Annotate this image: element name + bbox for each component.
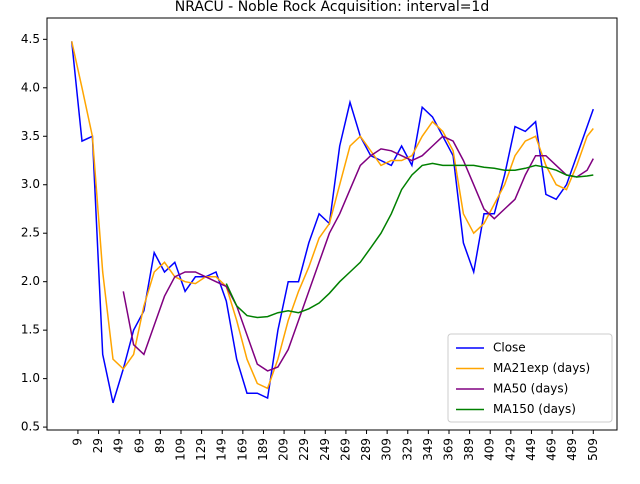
x-tick-label: 509	[586, 438, 600, 461]
y-tick-label: 3.0	[21, 177, 40, 191]
y-tick-label: 0.5	[21, 420, 40, 434]
x-tick-label: 349	[421, 438, 435, 461]
x-tick-label: 289	[359, 438, 373, 461]
x-tick-label: 109	[173, 438, 187, 461]
x-tick-label: 249	[318, 438, 332, 461]
x-tick-label: 129	[194, 438, 208, 461]
chart-title: NRACU - Noble Rock Acquisition: interval…	[175, 0, 489, 15]
series-line	[225, 162, 594, 319]
plot-frame	[46, 17, 618, 431]
x-tick-label: 489	[565, 438, 579, 461]
y-tick-label: 1.0	[21, 371, 40, 385]
x-tick-label: 169	[235, 438, 249, 461]
legend-label: Close	[493, 341, 526, 355]
y-tick-label: 1.5	[21, 323, 40, 337]
series-line	[70, 41, 595, 404]
legend-label: MA50 (days)	[493, 382, 568, 396]
x-tick-label: 29	[91, 438, 105, 453]
x-tick-label: 469	[545, 438, 559, 461]
y-tick-label: 2.5	[21, 226, 40, 240]
y-tick-label: 2.0	[21, 274, 40, 288]
x-tick-label: 49	[112, 438, 126, 453]
legend-label: MA21exp (days)	[493, 361, 590, 375]
x-tick-label: 209	[277, 438, 291, 461]
x-tick-label: 69	[132, 438, 146, 453]
y-tick-label: 4.0	[21, 80, 40, 94]
x-tick-label: 309	[380, 438, 394, 461]
x-tick-label: 389	[462, 438, 476, 461]
x-tick-label: 89	[153, 438, 167, 453]
legend-label: MA150 (days)	[493, 402, 576, 416]
x-tick-label: 269	[338, 438, 352, 461]
x-tick-label: 449	[524, 438, 538, 461]
x-tick-label: 329	[400, 438, 414, 461]
x-tick-label: 9	[70, 438, 84, 446]
y-tick-label: 3.5	[21, 129, 40, 143]
x-tick-label: 229	[297, 438, 311, 461]
x-tick-label: 429	[503, 438, 517, 461]
legend-box	[447, 333, 613, 423]
x-tick-label: 189	[256, 438, 270, 461]
y-tick-label: 4.5	[21, 32, 40, 46]
x-tick-label: 149	[215, 438, 229, 461]
x-tick-label: 369	[441, 438, 455, 461]
series-line	[122, 135, 594, 372]
x-tick-label: 409	[483, 438, 497, 461]
